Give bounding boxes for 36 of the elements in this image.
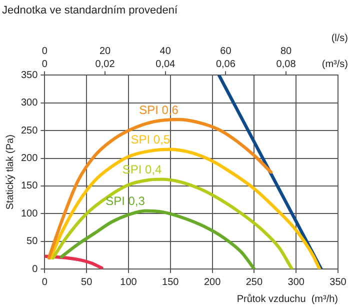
x-axis-title: Průtok vzduchu (m³/h): [236, 292, 338, 305]
y-tick-label: 200: [20, 153, 38, 164]
y-tick-label: 0: [32, 264, 38, 275]
y-tick-label: 350: [20, 70, 38, 81]
chart-title: Jednotka ve standardním provedení: [2, 4, 178, 17]
x2-tick-label: 0: [42, 46, 48, 57]
y-tick-label: 250: [20, 125, 38, 136]
x2-tick-label: 40: [160, 46, 172, 57]
x-tick-label: 350: [330, 276, 347, 288]
line-series: [60, 209, 256, 269]
text: 0,04: [156, 58, 176, 70]
x-tick-label: 200: [204, 276, 222, 288]
x-tick-label: 100: [120, 276, 138, 288]
y-tick-label: 100: [20, 208, 38, 220]
text: 0,08: [276, 58, 296, 70]
x2-tick-label: 60: [220, 46, 232, 57]
y-tick-label: 150: [20, 180, 38, 192]
x-tick-label: 150: [162, 276, 180, 288]
text: 0: [42, 58, 48, 70]
line-series: [48, 148, 322, 269]
y-tick-label: 50: [26, 236, 38, 248]
x-tick-label: 300: [288, 276, 305, 288]
x2-tick-label: 20: [99, 46, 112, 57]
text: 0,06: [216, 58, 236, 70]
x-tick-label: 250: [246, 276, 263, 288]
text: (m³/s): [322, 58, 348, 70]
x2-axis-title: (l/s): [331, 32, 348, 44]
line-series: [51, 178, 294, 269]
x-tick-label: 0: [42, 276, 48, 288]
text: 0,02: [95, 58, 116, 70]
x-tick-label: 50: [81, 276, 93, 288]
x2-tick-label: 80: [280, 46, 292, 57]
y-tick-label: 300: [20, 98, 38, 109]
y-axis-title: Statický tlak (Pa): [4, 134, 16, 210]
line-series: [47, 118, 273, 260]
series-label: SPI 0,5: [130, 132, 170, 147]
